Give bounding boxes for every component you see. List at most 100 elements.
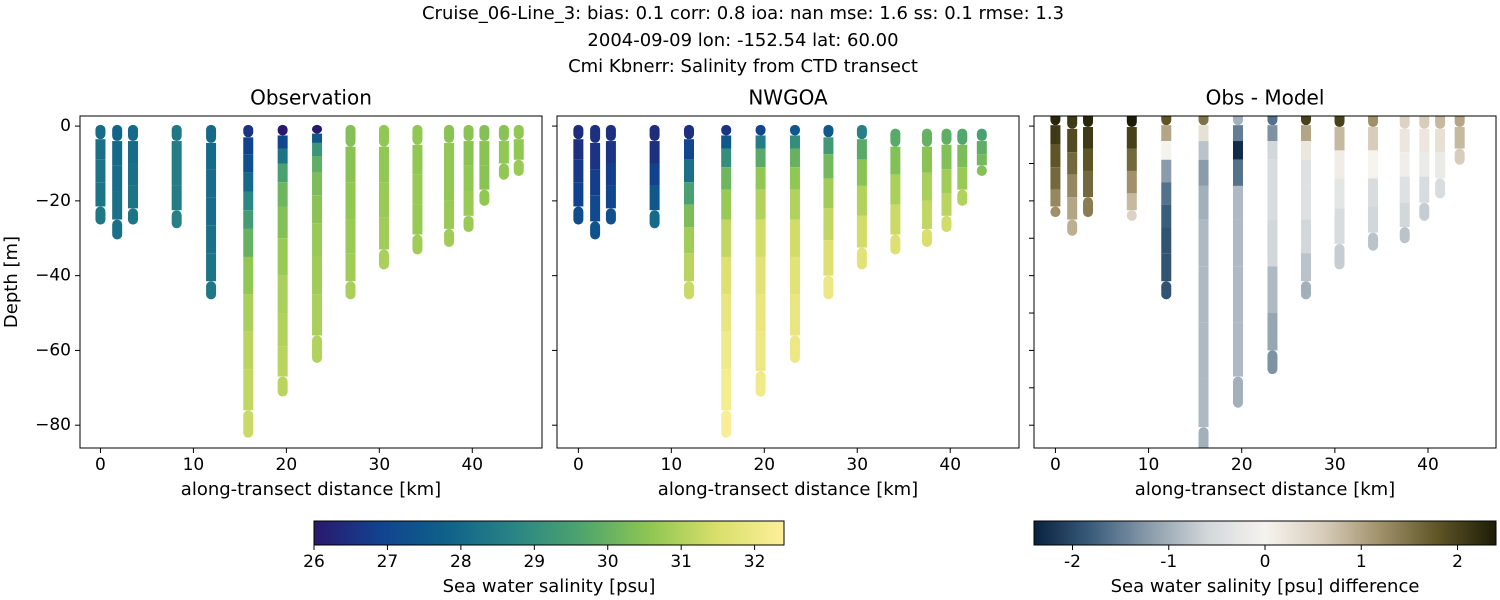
sample-point [823,240,834,276]
sample-point [412,144,423,175]
sample-point [1419,152,1430,177]
sample-point [1267,350,1278,375]
sample-point [243,191,254,211]
sample-point [1399,128,1410,153]
sample-point [590,142,601,170]
sample-point [1232,116,1243,126]
sample-point [605,208,616,225]
sample-point [1300,159,1311,186]
sample-point [345,146,356,183]
sample-point [312,133,323,143]
sample-point [957,167,968,190]
sample-point [976,165,987,176]
sample-point [823,154,834,179]
sample-point [789,189,800,220]
sample-point [1083,148,1094,171]
sample-point [1126,210,1137,221]
sample-point [1334,150,1345,179]
sample-point [412,234,423,255]
sample-point [1435,152,1446,179]
sample-point [277,313,288,347]
colorbar-tick-label: 27 [377,552,399,572]
colorbar-tick-label: 31 [670,552,692,572]
sample-point [755,256,766,295]
sample-point [1126,116,1137,128]
sample-point [1419,202,1430,221]
sample-point [312,294,323,336]
x-tick-label: 30 [369,455,391,475]
plot-area [1050,116,1465,448]
sample-point [941,169,952,194]
sample-point [684,227,694,254]
sample-point [312,195,323,224]
sample-point [649,185,660,211]
sample-point [243,294,254,332]
sample-point [1454,116,1465,128]
x-tick-label: 20 [276,455,298,475]
figure-subtitle: Cmi Kbnerr: Salinity from CTD transect [568,56,918,77]
sample-point [789,219,800,257]
sample-point [1300,116,1311,126]
sample-point [921,146,932,173]
sample-point [856,215,867,248]
axes-frame [79,115,543,449]
sample-point [1368,178,1379,207]
sample-point [112,141,123,166]
sample-point [1435,178,1446,199]
sample-point [513,124,524,140]
sample-point [1198,378,1209,428]
x-tick-label: 10 [183,455,205,475]
y-tick-label: −40 [35,266,71,286]
axes-frame [1033,115,1497,449]
sample-point [789,335,800,363]
sample-point [243,124,254,138]
sample-point [243,410,254,438]
sample-point [1083,127,1094,149]
sample-point [684,281,694,300]
sample-point [312,142,323,157]
sample-point [243,256,254,295]
sample-point [206,169,217,198]
sample-point [755,135,766,149]
sample-point [378,124,389,147]
sample-point [1334,127,1345,151]
sample-point [957,128,968,145]
sample-point [1334,243,1345,270]
sample-point [171,210,182,229]
sample-point [1083,197,1094,218]
sample-point [890,234,901,255]
sample-point [684,182,694,205]
x-tick-label: 40 [939,455,961,475]
sample-point [1368,127,1379,151]
sample-point [856,159,867,186]
colorbar-tick-label: 30 [597,552,619,572]
sample-point [941,215,952,233]
sample-point [1300,219,1311,254]
sample-point [755,167,766,190]
sample-point [378,249,389,270]
sample-point [1419,176,1430,203]
sample-point [444,170,455,201]
y-axis-label: Depth [m] [1,236,22,328]
sample-point [243,172,254,192]
sample-point [921,128,932,147]
sample-point [1198,219,1209,267]
sample-point [573,182,584,207]
sample-point [1368,232,1379,251]
sample-point [479,165,490,190]
sample-point [206,225,217,254]
sample-point [1300,281,1311,300]
sample-point [345,124,356,147]
sample-point [649,141,660,164]
sample-point [312,156,323,173]
colorbar-label: Sea water salinity [psu] difference [1111,576,1420,597]
axes-frame [556,115,1020,449]
sample-point [921,200,932,229]
x-axis-label: along-transect distance [km] [1135,479,1395,500]
x-tick-label: 40 [1417,455,1439,475]
sample-point [312,223,323,257]
sample-point [95,206,106,225]
sample-point [856,247,867,270]
sample-point [1198,125,1209,142]
sample-point [1198,116,1209,126]
